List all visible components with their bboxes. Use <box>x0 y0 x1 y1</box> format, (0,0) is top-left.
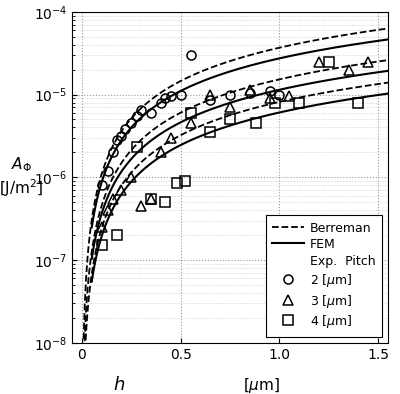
Text: [$\mu$m]: [$\mu$m] <box>243 376 280 394</box>
Legend: Berreman, FEM, Exp.  Pitch, 2 [$\mu$m], 3 [$\mu$m], 4 [$\mu$m]: Berreman, FEM, Exp. Pitch, 2 [$\mu$m], 3… <box>266 215 382 336</box>
Y-axis label: $A_\Phi$
[J/m$^2$]: $A_\Phi$ [J/m$^2$] <box>0 155 44 199</box>
Text: $h$: $h$ <box>113 376 126 394</box>
